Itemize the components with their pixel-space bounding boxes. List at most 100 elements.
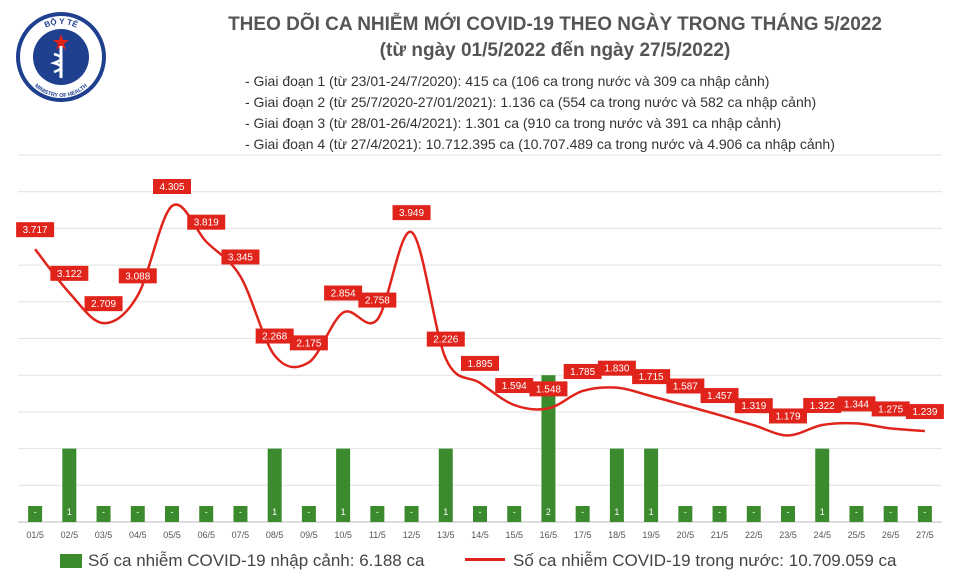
- bar-label: -: [34, 507, 37, 517]
- x-tick-label: 11/5: [369, 530, 386, 540]
- bar-04/5: [130, 506, 145, 522]
- line-data-label: 2.758: [365, 296, 390, 307]
- bar-11/5: [370, 506, 385, 522]
- domestic-cases-line: [34, 203, 925, 437]
- x-tick-label: 10/5: [334, 530, 352, 540]
- line-label-bg: [16, 222, 55, 238]
- x-tick-label: 08/5: [266, 530, 284, 540]
- bar-05/5: [165, 506, 179, 522]
- bar-label: -: [752, 507, 755, 517]
- line-data-label: 2.268: [262, 332, 287, 343]
- line-data-label: 1.319: [741, 401, 766, 412]
- bar-label: 1: [614, 507, 619, 517]
- bar-06/5: [199, 506, 214, 522]
- logo-top-text: BỘ Y TẾ: [43, 17, 80, 30]
- line-label-bg: [666, 378, 705, 394]
- line-label-bg: [871, 401, 910, 417]
- line-data-label: 2.854: [331, 289, 356, 300]
- bar-17/5: [575, 506, 590, 522]
- line-data-label: 3.949: [399, 208, 424, 219]
- bar-16/5: [541, 375, 556, 522]
- x-tick-label: 04/5: [129, 530, 147, 540]
- line-label-bg: [563, 363, 602, 379]
- line-label-bg: [529, 381, 568, 397]
- line-label-bg: [597, 360, 636, 376]
- line-label-bg: [358, 292, 397, 308]
- x-tick-label: 05/5: [163, 530, 181, 540]
- bar-label: -: [855, 507, 858, 517]
- bar-07/5: [233, 506, 248, 522]
- bar-label: -: [787, 507, 790, 517]
- bar-label: -: [171, 507, 174, 517]
- line-label-bg: [632, 369, 671, 385]
- chart-subtitle: (từ ngày 01/5/2022 đến ngày 27/5/2022): [379, 40, 731, 61]
- line-label-bg: [255, 328, 294, 344]
- line-data-label: 1.785: [570, 367, 595, 378]
- bar-label: 1: [443, 507, 448, 517]
- bar-21/5: [712, 506, 727, 522]
- line-data-label: 3.819: [194, 218, 219, 229]
- x-tick-label: 12/5: [403, 530, 421, 540]
- bar-13/5: [438, 448, 453, 522]
- x-tick-label: 13/5: [437, 530, 455, 540]
- line-data-label: 3.122: [57, 269, 82, 280]
- line-label-bg: [495, 378, 534, 394]
- legend-domestic: Số ca nhiễm COVID-19 trong nước: 10.709.…: [465, 551, 897, 571]
- x-tick-label: 14/5: [471, 530, 489, 540]
- phase-3: - Giai đoạn 3 (từ 28/01-26/4/2021): 1.30…: [245, 115, 782, 131]
- line-data-label: 1.548: [536, 384, 561, 395]
- line-data-label: 1.715: [639, 372, 664, 383]
- bar-label: -: [205, 507, 208, 517]
- line-label-bg: [803, 397, 842, 413]
- x-tick-label: 01/5: [26, 530, 44, 540]
- bar-02/5: [62, 448, 77, 522]
- x-tick-label: 25/5: [848, 530, 866, 540]
- line-data-label: 4.305: [159, 182, 184, 193]
- line-label-bg: [769, 408, 807, 424]
- x-tick-label: 27/5: [916, 530, 934, 540]
- x-tick-label: 09/5: [300, 530, 318, 540]
- line-data-label: 2.709: [91, 299, 116, 310]
- bar-15/5: [507, 506, 522, 522]
- bar-label: -: [718, 507, 721, 517]
- bar-label: -: [923, 507, 926, 517]
- bar-label: -: [513, 507, 516, 517]
- line-label-bg: [153, 179, 191, 195]
- bar-24/5: [815, 448, 830, 522]
- line-data-label: 1.344: [844, 399, 869, 410]
- line-label-bg: [426, 331, 465, 347]
- line-data-label: 2.226: [433, 335, 458, 346]
- line-data-label: 1.179: [775, 411, 800, 422]
- line-label-bg: [50, 265, 89, 281]
- line-label-bg: [734, 398, 773, 414]
- bar-label: -: [102, 507, 105, 517]
- bar-26/5: [883, 506, 898, 522]
- bar-label: -: [239, 507, 242, 517]
- x-tick-label: 06/5: [197, 530, 215, 540]
- bar-label: -: [479, 507, 482, 517]
- line-data-label: 3.345: [228, 252, 253, 263]
- x-tick-label: 07/5: [232, 530, 250, 540]
- x-tick-label: 26/5: [882, 530, 900, 540]
- legend-domestic-label: Số ca nhiễm COVID-19 trong nước: 10.709.…: [513, 551, 897, 570]
- line-label-bg: [837, 396, 876, 412]
- legend-line-swatch: [465, 558, 505, 561]
- phase-1: - Giai đoạn 1 (từ 23/01-24/7/2020): 415 …: [245, 73, 770, 89]
- line-label-bg: [324, 285, 363, 301]
- line-data-label: 1.830: [604, 364, 629, 375]
- line-label-bg: [392, 205, 431, 221]
- x-tick-label: 21/5: [711, 530, 729, 540]
- ministry-of-health-logo: BỘ Y TẾ MINISTRY OF HEALTH: [16, 12, 106, 102]
- line-data-label: 1.457: [707, 391, 732, 402]
- bar-09/5: [301, 506, 316, 522]
- x-tick-label: 22/5: [745, 530, 763, 540]
- x-tick-label: 17/5: [574, 530, 592, 540]
- phase-summary: - Giai đoạn 1 (từ 23/01-24/7/2020): 415 …: [245, 71, 835, 155]
- line-data-label: 3.717: [23, 225, 48, 236]
- line-label-bg: [700, 388, 739, 404]
- bar-label: -: [376, 507, 379, 517]
- line-data-label: 2.175: [296, 338, 321, 349]
- legend-imported: Số ca nhiễm COVID-19 nhập cảnh: 6.188 ca: [60, 551, 424, 571]
- bar-10/5: [336, 448, 351, 522]
- line-data-label: 1.895: [467, 359, 492, 370]
